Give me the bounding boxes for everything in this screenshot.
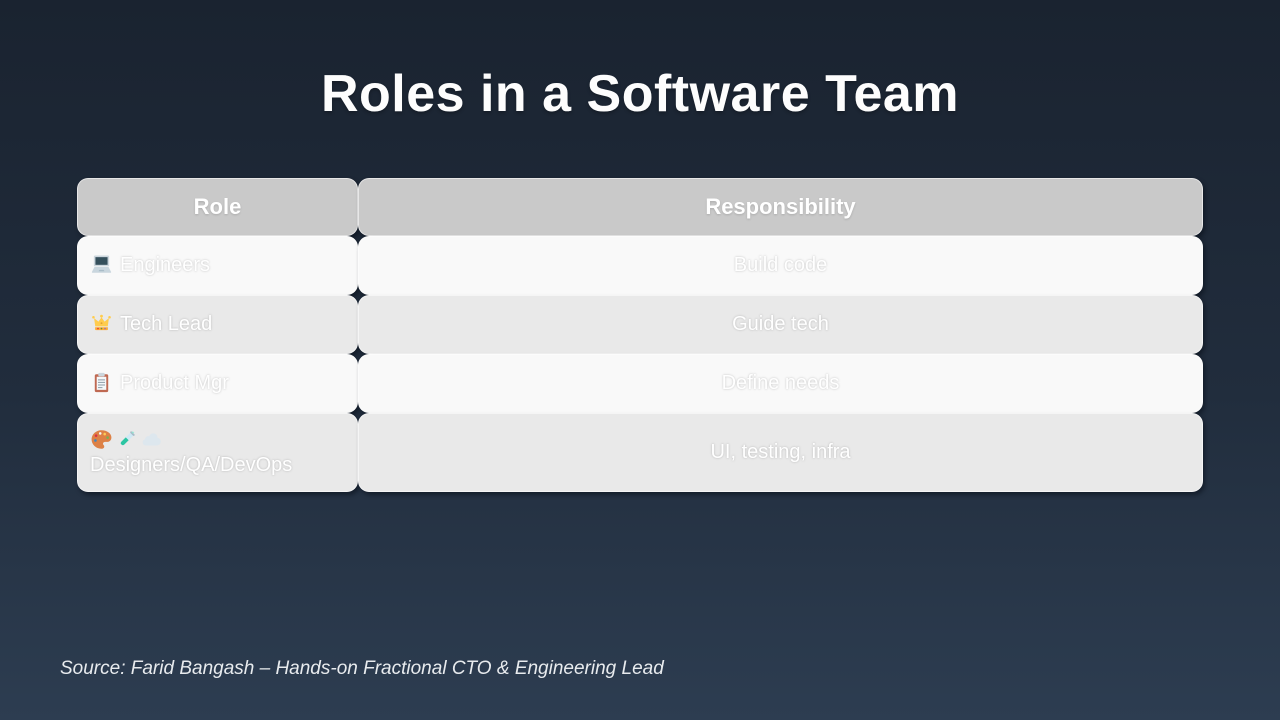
table-row-2-responsibility-cell: Guide tech (358, 295, 1203, 354)
laptop-icon (91, 255, 112, 273)
role-label: Engineers (120, 254, 211, 276)
palette-icon (91, 429, 112, 449)
table-row-1-responsibility-cell: Build code (358, 236, 1203, 295)
responsibility-label: Define needs (721, 372, 840, 394)
table-row-3-role-cell: Product Mgr (77, 354, 358, 413)
roles-table: Role Responsibility Engineers Build code… (77, 178, 1203, 492)
test-tube-icon (120, 430, 135, 445)
table-row-1-role-cell: Engineers (77, 236, 358, 295)
role-label: Product Mgr (120, 372, 229, 394)
responsibility-label: UI, testing, infra (710, 441, 851, 463)
table-row-3-responsibility-cell: Define needs (358, 354, 1203, 413)
responsibility-label: Guide tech (732, 313, 829, 335)
clipboard-icon (94, 372, 109, 393)
header-cell-role: Role (77, 178, 358, 236)
table-row-2-role-cell: Tech Lead (77, 295, 358, 354)
page-title: Roles in a Software Team (320, 65, 960, 123)
role-label: Designers/QA/DevOps (90, 453, 293, 476)
source-note: Source: Farid Bangash – Hands-on Fractio… (60, 658, 664, 679)
crown-icon (92, 314, 111, 331)
header-role-label: Role (193, 194, 242, 219)
responsibility-label: Build code (733, 254, 828, 276)
header-cell-responsibility: Responsibility (358, 178, 1203, 236)
table-row-4-responsibility-cell: UI, testing, infra (358, 413, 1203, 492)
role-label: Tech Lead (120, 313, 213, 335)
table-row-4-role-cell: Designers/QA/DevOps (77, 413, 358, 492)
cloud-icon (142, 432, 161, 445)
header-responsibility-label: Responsibility (705, 194, 856, 219)
